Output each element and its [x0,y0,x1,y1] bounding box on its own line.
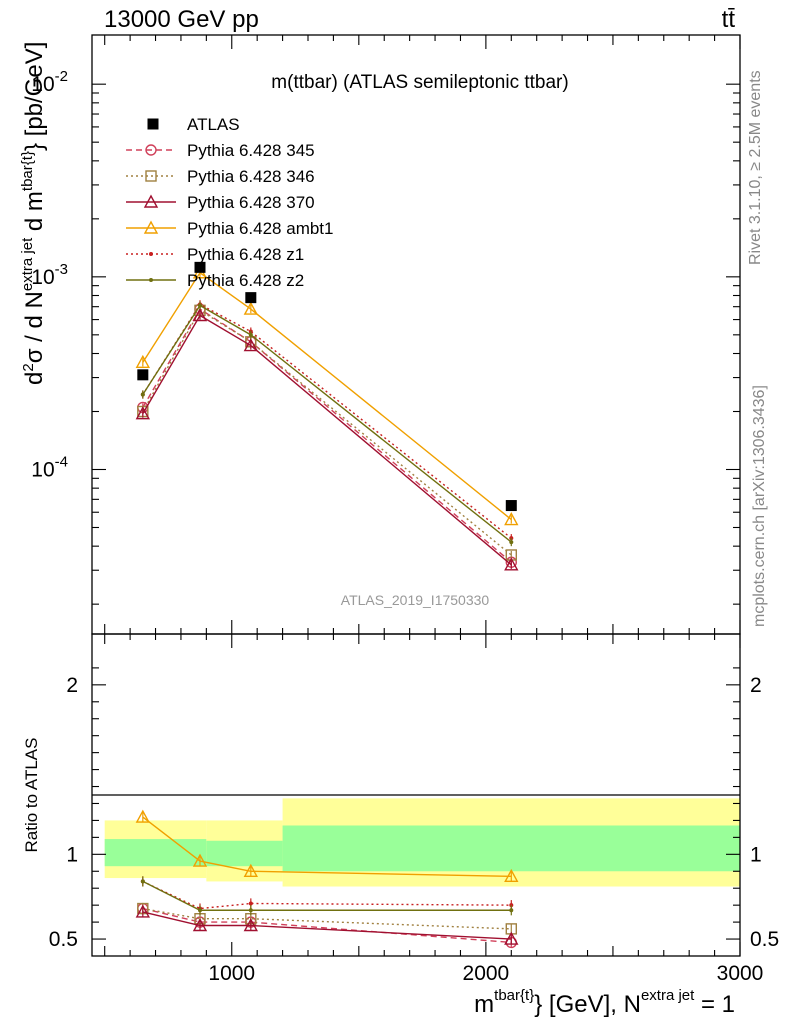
main-point-3 [135,354,151,369]
main-point-5 [198,303,202,308]
main-series-line-5 [142,304,512,543]
rivet-label: Rivet 3.1.10, ≥ 2.5M events [747,70,764,265]
legend-marker [143,220,159,234]
main-ytick-label: 10-3 [31,261,68,289]
ratio-ytick-label-left: 0.5 [49,928,78,951]
main-ylabel-text: d2σ / d Nextra jet d mtbar{t}} [pb/GeV] [19,42,48,385]
atlas-data-point [137,369,149,381]
ratio-ytick-label-left: 1 [66,843,78,866]
main-ytick-label: 10-2 [31,68,68,96]
ratio-ylabel: Ratio to ATLAS [22,738,41,853]
ratio-point-5 [248,908,253,913]
ratio-point-5 [140,879,145,884]
main-panel: 10-2 10-3 10-4 m(ttbar) (ATLAS semileptoni… [19,34,741,635]
ratio-frame [91,633,741,957]
main-point-5 [248,332,253,337]
ratio-xtick-label: 1000 [208,962,255,985]
ratio-point-5 [198,908,202,913]
ratio-point-3 [192,853,208,867]
ratio-point-5 [509,908,514,913]
ratio-xtick-label: 2000 [463,962,510,985]
ratio-ytick-label-right: 0.5 [750,928,779,951]
main-series-line-1 [142,309,512,556]
ratio-ytick-label-left: 2 [66,674,78,697]
main-series-line-3 [142,271,512,521]
atlas-data-point [505,500,517,512]
legend-label: Pythia 6.428 z2 [187,271,304,290]
ratio-band-green [104,839,207,867]
ratio-series-line-1 [142,907,512,930]
legend-label: ATLAS [187,115,240,134]
legend-label: Pythia 6.428 ambt1 [187,219,333,238]
main-point-3 [504,512,519,526]
ratio-point-3 [135,809,151,823]
ratio-ytick-label-right: 2 [750,674,762,697]
atlas-data-point [245,292,257,304]
ratio-band-green [206,840,283,867]
main-point-2 [135,406,151,420]
legend: ATLAS Pythia 6.428 345 Pythia 6.428 346 Pyt… [126,115,333,290]
main-point-5 [509,540,514,545]
legend-marker [149,252,153,256]
ratio-series-line-4 [142,880,512,910]
atlas-data-point [194,261,206,273]
header-right: tt̄ [722,6,736,33]
main-point-2 [504,557,519,571]
legend-label: Pythia 6.428 z1 [187,245,304,264]
ratio-band-green [282,825,740,872]
main-series-line-2 [142,314,512,566]
ratio-series-line-5 [142,880,512,911]
main-point-5 [140,392,145,397]
main-series-line-4 [142,303,512,539]
header-left: 13000 GeV pp [104,6,259,33]
main-point-2 [192,308,208,322]
x-axis-label: mtbar{t}} [GeV], Nextra jet = 1 [474,987,735,1018]
ratio-point-3 [504,868,519,883]
legend-marker [143,194,159,208]
ratio-point-4 [248,901,253,906]
main-series-line-0 [142,308,512,563]
ratio-point-2 [243,918,259,932]
mcplots-label: mcplots.cern.ch [arXiv:1306.3436] [751,385,768,627]
watermark: ATLAS_2019_I1750330 [341,592,490,608]
ratio-panel: 2 2 1 1 0.5 0.5 1000 2000 3000 Ratio to ATLAS [22,633,779,985]
ratio-point-2 [504,931,519,945]
legend-label: Pythia 6.428 345 [187,141,315,160]
main-ylabel: d2σ / d Nextra jet d mtbar{t}} [pb/GeV] [19,42,48,385]
legend-label: Pythia 6.428 370 [187,193,315,212]
legend-marker-atlas [147,118,159,130]
main-ytick-label: 10-4 [31,453,68,481]
legend-marker [149,278,153,282]
ratio-point-2 [135,904,151,918]
main-point-2 [243,338,259,352]
legend-marker [145,144,157,156]
ratio-series-line-3 [142,816,512,878]
ratio-xtick-label: 3000 [717,962,764,985]
main-point-3 [243,301,259,315]
main-title: m(ttbar) (ATLAS semileptonic ttbar) [271,72,568,93]
ratio-series-line-2 [142,911,512,940]
ratio-point-3 [243,863,259,877]
ratio-point-2 [192,918,208,932]
legend-label: Pythia 6.428 346 [187,167,315,186]
ratio-ytick-label-right: 1 [750,843,762,866]
legend-marker [145,170,157,182]
